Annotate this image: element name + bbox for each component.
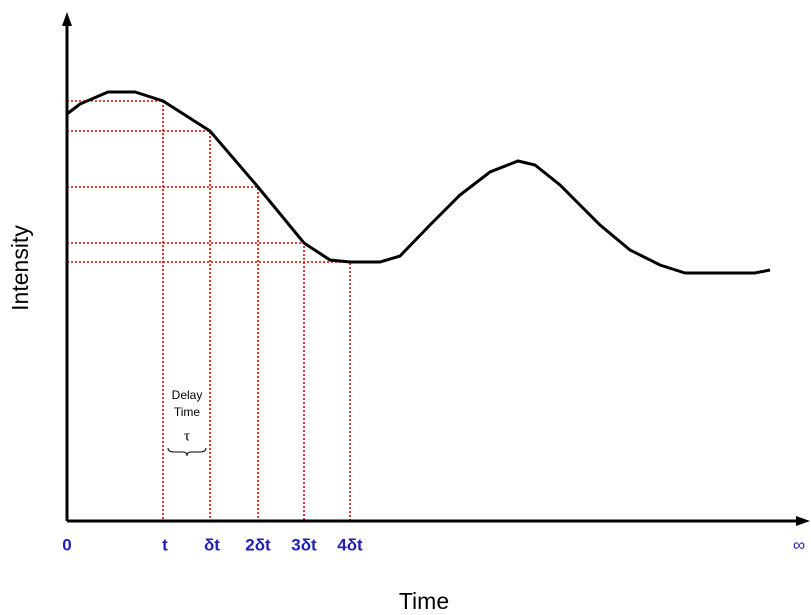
x-axis-label: Time	[399, 588, 449, 614]
annotation-text: Time	[174, 405, 201, 419]
x-tick-label: δt	[204, 535, 220, 554]
y-axis-label: Intensity	[7, 225, 33, 311]
x-tick-label: ∞	[793, 535, 805, 554]
guides	[67, 100, 351, 521]
annotation-symbol: τ	[184, 428, 190, 444]
x-tick-label: 4δt	[337, 535, 363, 554]
intensity-curve	[66, 90, 771, 275]
x-tick-label: 3δt	[291, 535, 317, 554]
axes	[62, 12, 810, 526]
x-tick-label: 2δt	[245, 535, 271, 554]
brace	[167, 447, 207, 457]
x-tick-label: 0	[62, 535, 71, 554]
annotation-text: Delay	[172, 388, 203, 402]
x-tick-label: t	[162, 535, 168, 554]
